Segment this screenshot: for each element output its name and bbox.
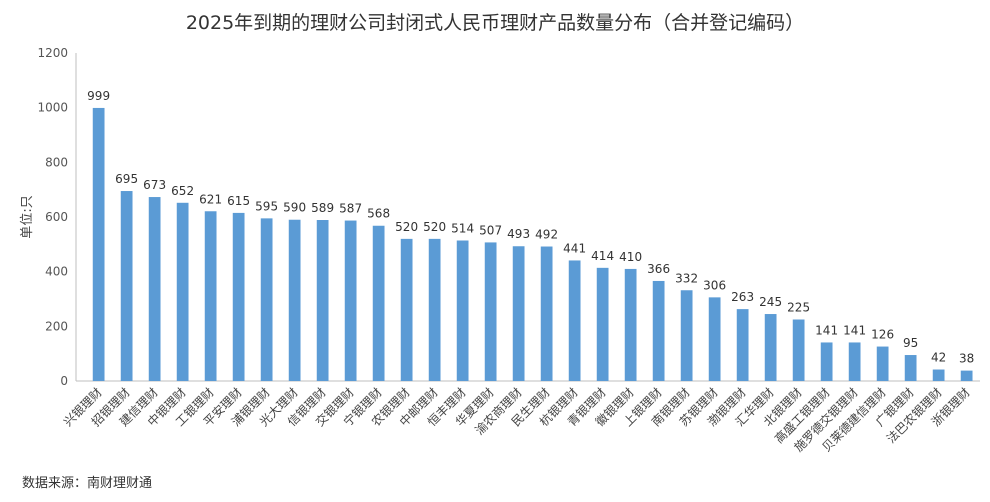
bar xyxy=(932,369,945,381)
bar xyxy=(512,246,525,381)
bar-value-label: 999 xyxy=(87,89,110,103)
bar-value-label: 225 xyxy=(787,301,810,315)
bar-value-label: 673 xyxy=(143,178,166,192)
y-tick-label: 1000 xyxy=(37,101,68,115)
bar-value-label: 492 xyxy=(535,228,558,242)
bar xyxy=(568,260,581,381)
bar-value-label: 414 xyxy=(591,249,614,263)
bar xyxy=(260,218,273,381)
bar xyxy=(736,309,749,381)
chart-title: 2025年到期的理财公司封闭式人民币理财产品数量分布（合并登记编码） xyxy=(185,12,805,34)
bar-value-label: 621 xyxy=(199,192,222,206)
bar xyxy=(540,246,553,381)
bar-value-label: 263 xyxy=(731,290,754,304)
y-tick-label: 0 xyxy=(60,374,68,388)
bar xyxy=(792,319,805,381)
bar xyxy=(904,355,917,381)
bar xyxy=(652,280,665,381)
bar-value-label: 366 xyxy=(647,262,670,276)
y-axis-label: 单位:只 xyxy=(20,195,35,238)
bar-value-label: 126 xyxy=(871,328,894,342)
bar-value-label: 141 xyxy=(843,323,866,337)
bar-value-label: 590 xyxy=(283,201,306,215)
bar-value-label: 615 xyxy=(227,194,250,208)
bar-value-label: 695 xyxy=(115,172,138,186)
bar-value-label: 652 xyxy=(171,184,194,198)
bar xyxy=(204,211,217,381)
bar xyxy=(316,220,329,381)
bar xyxy=(876,346,889,381)
bar xyxy=(92,107,105,381)
bar xyxy=(848,342,861,381)
y-tick-label: 200 xyxy=(45,319,68,333)
bar-chart: 020040060080010001200单位:只999兴银理财695招银理财6… xyxy=(20,46,980,455)
bar-value-label: 332 xyxy=(675,271,698,285)
bar-value-label: 410 xyxy=(619,250,642,264)
bar-value-label: 441 xyxy=(563,241,586,255)
bar xyxy=(680,290,693,381)
bar-value-label: 141 xyxy=(815,323,838,337)
bar-value-label: 245 xyxy=(759,295,782,309)
bar xyxy=(428,238,441,381)
bar xyxy=(708,297,721,381)
bar-value-label: 95 xyxy=(903,336,918,350)
bar-value-label: 520 xyxy=(423,220,446,234)
y-tick-label: 400 xyxy=(45,265,68,279)
bar xyxy=(596,267,609,381)
bar-value-label: 589 xyxy=(311,201,334,215)
bar xyxy=(372,225,385,381)
bar-value-label: 595 xyxy=(255,199,278,213)
bar xyxy=(120,191,133,381)
bar-value-label: 520 xyxy=(395,220,418,234)
bar-value-label: 306 xyxy=(703,278,726,292)
bar xyxy=(624,268,637,381)
bar-value-label: 38 xyxy=(959,352,974,366)
bar xyxy=(176,202,189,381)
y-tick-label: 1200 xyxy=(37,46,68,60)
data-source-note: 数据来源：南财理财通 xyxy=(22,476,153,491)
bar xyxy=(288,219,301,381)
bar-value-label: 493 xyxy=(507,227,530,241)
bar xyxy=(232,212,245,381)
bar xyxy=(148,197,161,381)
bar-value-label: 507 xyxy=(479,223,502,237)
bar xyxy=(820,342,833,381)
bar xyxy=(960,370,973,381)
y-tick-label: 600 xyxy=(45,210,68,224)
bar-value-label: 587 xyxy=(339,202,362,216)
y-tick-label: 800 xyxy=(45,155,68,169)
bar xyxy=(400,238,413,381)
bar xyxy=(344,220,357,381)
bar xyxy=(764,314,777,381)
bar-value-label: 568 xyxy=(367,207,390,221)
bar-value-label: 42 xyxy=(931,351,946,365)
bar xyxy=(456,240,469,381)
bar xyxy=(484,242,497,381)
bar-value-label: 514 xyxy=(451,222,474,236)
